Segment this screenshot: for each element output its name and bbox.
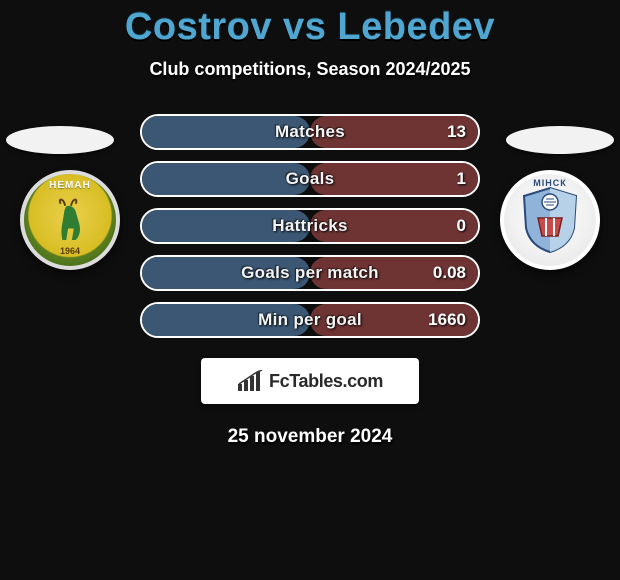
stat-value-right: 1 — [457, 169, 466, 189]
stat-label: Hattricks — [272, 216, 347, 236]
stat-row: Matches 13 — [140, 114, 480, 150]
stat-value-right: 1660 — [428, 310, 466, 330]
bar-chart-icon — [237, 370, 263, 392]
club-name-left: НЕМАН — [24, 180, 116, 191]
club-year-left: 1964 — [60, 246, 80, 256]
card-root: Costrov vs Lebedev Club competitions, Se… — [0, 0, 620, 580]
shield-icon — [518, 184, 582, 256]
footer-date: 25 november 2024 — [0, 426, 620, 448]
club-badge-right: МIНСК — [500, 170, 600, 270]
stat-label: Matches — [275, 122, 345, 142]
stat-label: Min per goal — [258, 310, 362, 330]
stat-value-right: 0 — [457, 216, 466, 236]
stat-value-right: 13 — [447, 122, 466, 142]
brand-text: FcTables.com — [269, 371, 383, 392]
player-photo-right — [506, 126, 614, 154]
player-photo-left — [6, 126, 114, 154]
page-title: Costrov vs Lebedev — [0, 6, 620, 49]
stat-row: Hattricks 0 — [140, 208, 480, 244]
brand-box[interactable]: FcTables.com — [201, 358, 419, 404]
stat-label: Goals — [286, 169, 335, 189]
stats-list: Matches 13 Goals 1 Hattricks 0 Goals per… — [140, 114, 480, 338]
stat-label: Goals per match — [241, 263, 379, 283]
club-name-right: МIНСК — [504, 178, 596, 188]
stat-fill-right — [310, 163, 478, 195]
stat-row: Goals 1 — [140, 161, 480, 197]
stat-value-right: 0.08 — [433, 263, 466, 283]
page-subtitle: Club competitions, Season 2024/2025 — [0, 59, 620, 80]
club-badge-left: НЕМАН 1964 — [20, 170, 120, 270]
stat-row: Min per goal 1660 — [140, 302, 480, 338]
stat-row: Goals per match 0.08 — [140, 255, 480, 291]
deer-icon — [51, 196, 89, 244]
